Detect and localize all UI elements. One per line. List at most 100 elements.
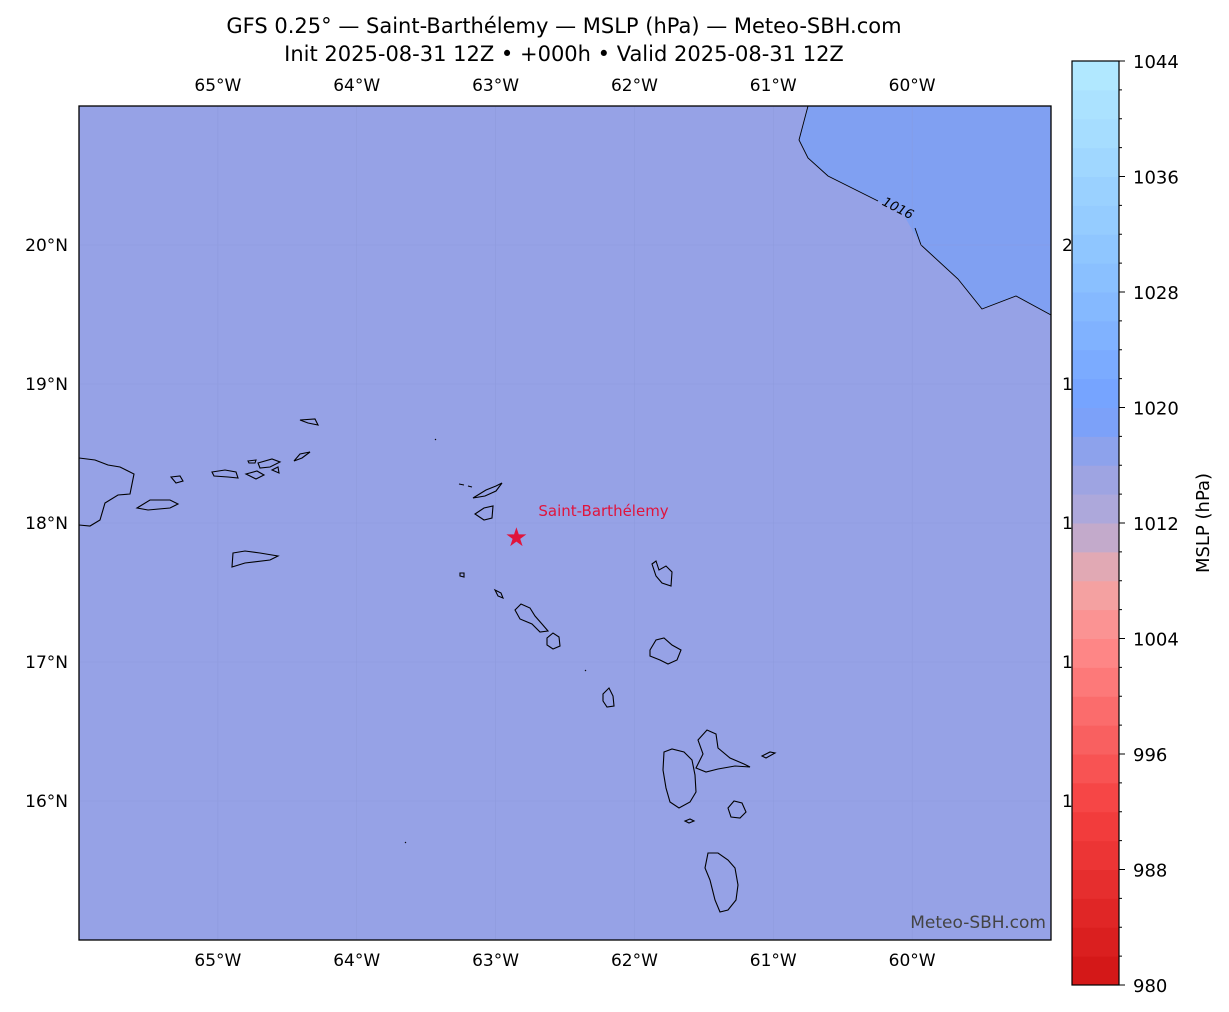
colorbar-band bbox=[1072, 320, 1119, 351]
coastline-anegada bbox=[293, 451, 311, 462]
isobar-1016 bbox=[914, 227, 1051, 316]
coastline-st-eustatius bbox=[493, 588, 504, 599]
lon-tick-label: 64°W bbox=[333, 76, 380, 96]
location-star-icon: ★ bbox=[505, 523, 528, 553]
colorbar-band bbox=[1072, 147, 1119, 177]
colorbar-tick-label: 1020 bbox=[1133, 399, 1179, 420]
coastline-puerto-rico bbox=[79, 457, 135, 527]
colorbar-band bbox=[1072, 869, 1119, 899]
coastline-nevis bbox=[546, 632, 561, 650]
colorbar-band bbox=[1072, 263, 1119, 293]
colorbar-band bbox=[1072, 407, 1119, 437]
coastline-montserrat bbox=[602, 687, 615, 708]
colorbar-band bbox=[1072, 782, 1119, 813]
latitude-ticks-right: 2 1 1 1 1 bbox=[1062, 236, 1073, 812]
lat-tick-label: 18°N bbox=[25, 514, 68, 534]
coastline-guadeloupe-grande-terre bbox=[695, 729, 751, 773]
colorbar-band bbox=[1072, 378, 1119, 408]
lon-tick-label: 63°W bbox=[472, 76, 519, 96]
colorbar-tick-label: 996 bbox=[1133, 745, 1167, 766]
coastline-dominica bbox=[704, 852, 739, 913]
lat-tick-label: 20°N bbox=[25, 236, 68, 256]
lat-tick-label-right: 1 bbox=[1062, 792, 1073, 812]
colorbar-tick-label: 980 bbox=[1133, 976, 1167, 997]
colorbar-band bbox=[1072, 811, 1119, 842]
colorbar-band bbox=[1072, 176, 1119, 206]
watermark: Meteo-SBH.com bbox=[910, 913, 1046, 933]
high-pressure-region bbox=[799, 106, 1051, 315]
lat-tick-label-right: 1 bbox=[1062, 514, 1073, 534]
coastline-st-kitts bbox=[514, 603, 550, 633]
colorbar-band bbox=[1072, 436, 1119, 466]
colorbar-band bbox=[1072, 465, 1119, 495]
colorbar-label: MSLP (hPa) bbox=[1193, 473, 1214, 573]
coastline-st-croix bbox=[231, 550, 280, 568]
coastline-antigua bbox=[649, 637, 682, 665]
coastline-st-martin bbox=[472, 482, 503, 499]
latitude-ticks: 20°N 19°N 18°N 17°N 16°N bbox=[25, 236, 68, 812]
coastline-st-john bbox=[244, 470, 266, 480]
colorbar-band bbox=[1072, 349, 1119, 380]
colorbar-band bbox=[1072, 89, 1119, 120]
map-frame bbox=[78, 105, 1052, 941]
lat-tick-label-right: 2 bbox=[1062, 236, 1073, 256]
coastline-tortola bbox=[257, 458, 282, 469]
coastline-les-saintes bbox=[683, 818, 696, 824]
colorbar bbox=[1072, 61, 1119, 986]
colorbar-tick-label: 1028 bbox=[1133, 283, 1179, 304]
colorbar-band bbox=[1072, 118, 1119, 149]
chart-subtitle: Init 2025-08-31 12Z • +000h • Valid 2025… bbox=[284, 42, 844, 66]
lon-tick-label: 62°W bbox=[611, 76, 658, 96]
colorbar-band bbox=[1072, 725, 1119, 755]
lat-tick-label-right: 1 bbox=[1062, 653, 1073, 673]
colorbar-tick-label: 1036 bbox=[1133, 168, 1179, 189]
coastline-vieques bbox=[135, 499, 180, 511]
colorbar-band bbox=[1072, 205, 1119, 235]
colorbar-band bbox=[1072, 840, 1119, 870]
colorbar-ticks: 1044 1036 1028 1020 1012 1004 996 988 980 bbox=[1119, 52, 1179, 997]
coastline-virgin-gorda bbox=[270, 466, 280, 474]
colorbar-band bbox=[1072, 580, 1119, 611]
coastline-culebra bbox=[169, 475, 184, 484]
lon-tick-label: 61°W bbox=[750, 76, 797, 96]
chart-title: GFS 0.25° — Saint-Barthélemy — MSLP (hPa… bbox=[226, 14, 902, 38]
colorbar-band bbox=[1072, 956, 1119, 986]
lon-tick-label: 64°W bbox=[333, 951, 380, 971]
coastline-bvi-small bbox=[247, 459, 257, 464]
colorbar-band bbox=[1072, 292, 1119, 322]
coastline-anguilla bbox=[458, 483, 473, 488]
colorbar-tick-label: 1044 bbox=[1133, 52, 1179, 73]
coastline-marie-galante bbox=[727, 800, 747, 819]
lat-tick-label: 17°N bbox=[25, 653, 68, 673]
lon-tick-label: 65°W bbox=[194, 951, 241, 971]
colorbar-band bbox=[1072, 754, 1119, 784]
colorbar-tick-label: 1012 bbox=[1133, 514, 1179, 535]
colorbar-band bbox=[1072, 523, 1119, 553]
colorbar-band bbox=[1072, 638, 1119, 668]
colorbar-band bbox=[1072, 551, 1119, 582]
lon-tick-label: 61°W bbox=[750, 951, 797, 971]
coastline-sombrero bbox=[434, 438, 437, 441]
coastline-anegada-north bbox=[299, 418, 319, 426]
coastline-redonda bbox=[584, 669, 587, 672]
colorbar-tick-label: 988 bbox=[1133, 861, 1167, 882]
coastline-saba bbox=[459, 572, 465, 578]
lat-tick-label: 19°N bbox=[25, 375, 68, 395]
lon-tick-label: 63°W bbox=[472, 951, 519, 971]
coastline-aves-island bbox=[404, 841, 407, 844]
colorbar-band bbox=[1072, 609, 1119, 639]
colorbar-band bbox=[1072, 927, 1119, 957]
colorbar-tick-label: 1004 bbox=[1133, 630, 1179, 651]
colorbar-band bbox=[1072, 61, 1119, 91]
coastline-st-thomas bbox=[211, 469, 239, 479]
coastline-st-barth-area bbox=[474, 505, 494, 521]
lon-tick-label: 65°W bbox=[194, 76, 241, 96]
colorbar-band bbox=[1072, 898, 1119, 928]
colorbar-band bbox=[1072, 494, 1119, 524]
lon-tick-label: 60°W bbox=[889, 76, 936, 96]
longitude-ticks-bottom: 65°W 64°W 63°W 62°W 61°W 60°W bbox=[194, 951, 935, 971]
coastline-guadeloupe-basse-terre bbox=[662, 748, 697, 809]
coastline-barbuda bbox=[651, 560, 673, 587]
coastlines bbox=[79, 418, 777, 913]
